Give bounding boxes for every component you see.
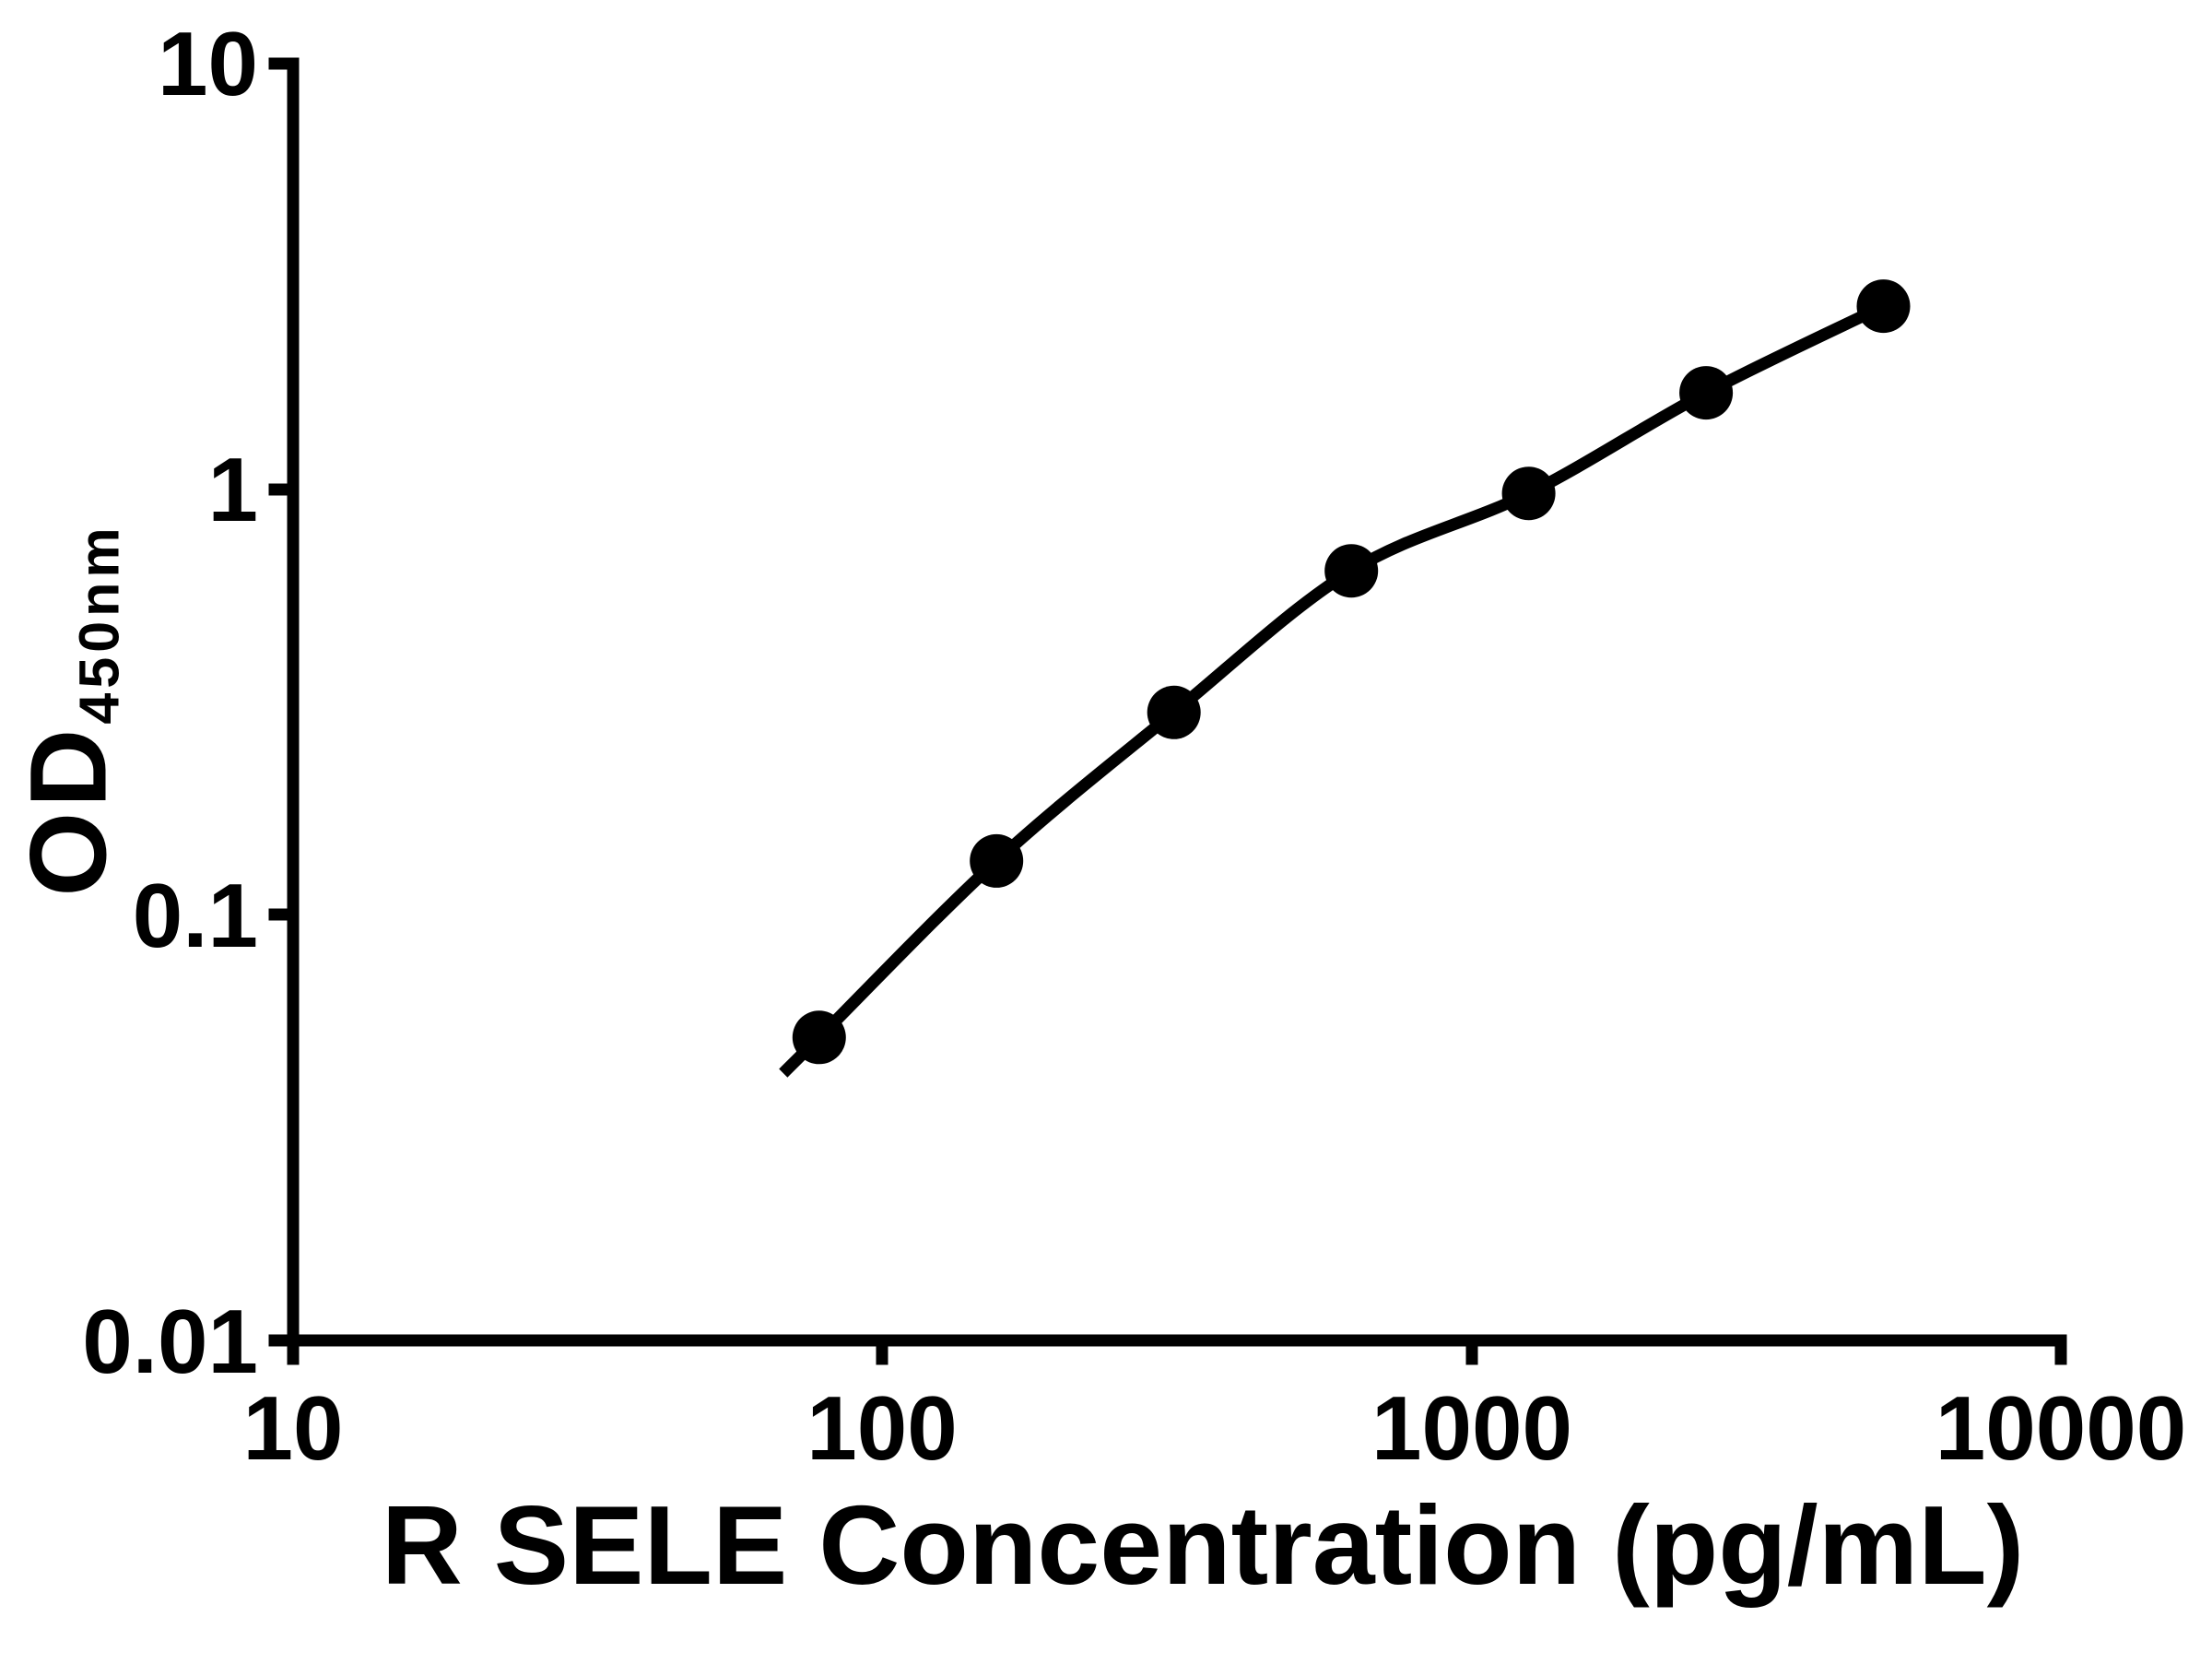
svg-text:OD450nm: OD450nm — [8, 523, 131, 896]
svg-text:0.01: 0.01 — [82, 1291, 258, 1392]
svg-text:R SELE Concentration (pg/mL): R SELE Concentration (pg/mL) — [382, 1482, 2025, 1608]
svg-text:10000: 10000 — [1936, 1377, 2187, 1479]
svg-text:0.1: 0.1 — [133, 865, 258, 966]
svg-text:10: 10 — [242, 1377, 343, 1479]
svg-text:1000: 1000 — [1371, 1377, 1572, 1479]
svg-text:10: 10 — [158, 13, 258, 114]
svg-text:100: 100 — [806, 1377, 958, 1479]
svg-text:1: 1 — [207, 439, 258, 540]
